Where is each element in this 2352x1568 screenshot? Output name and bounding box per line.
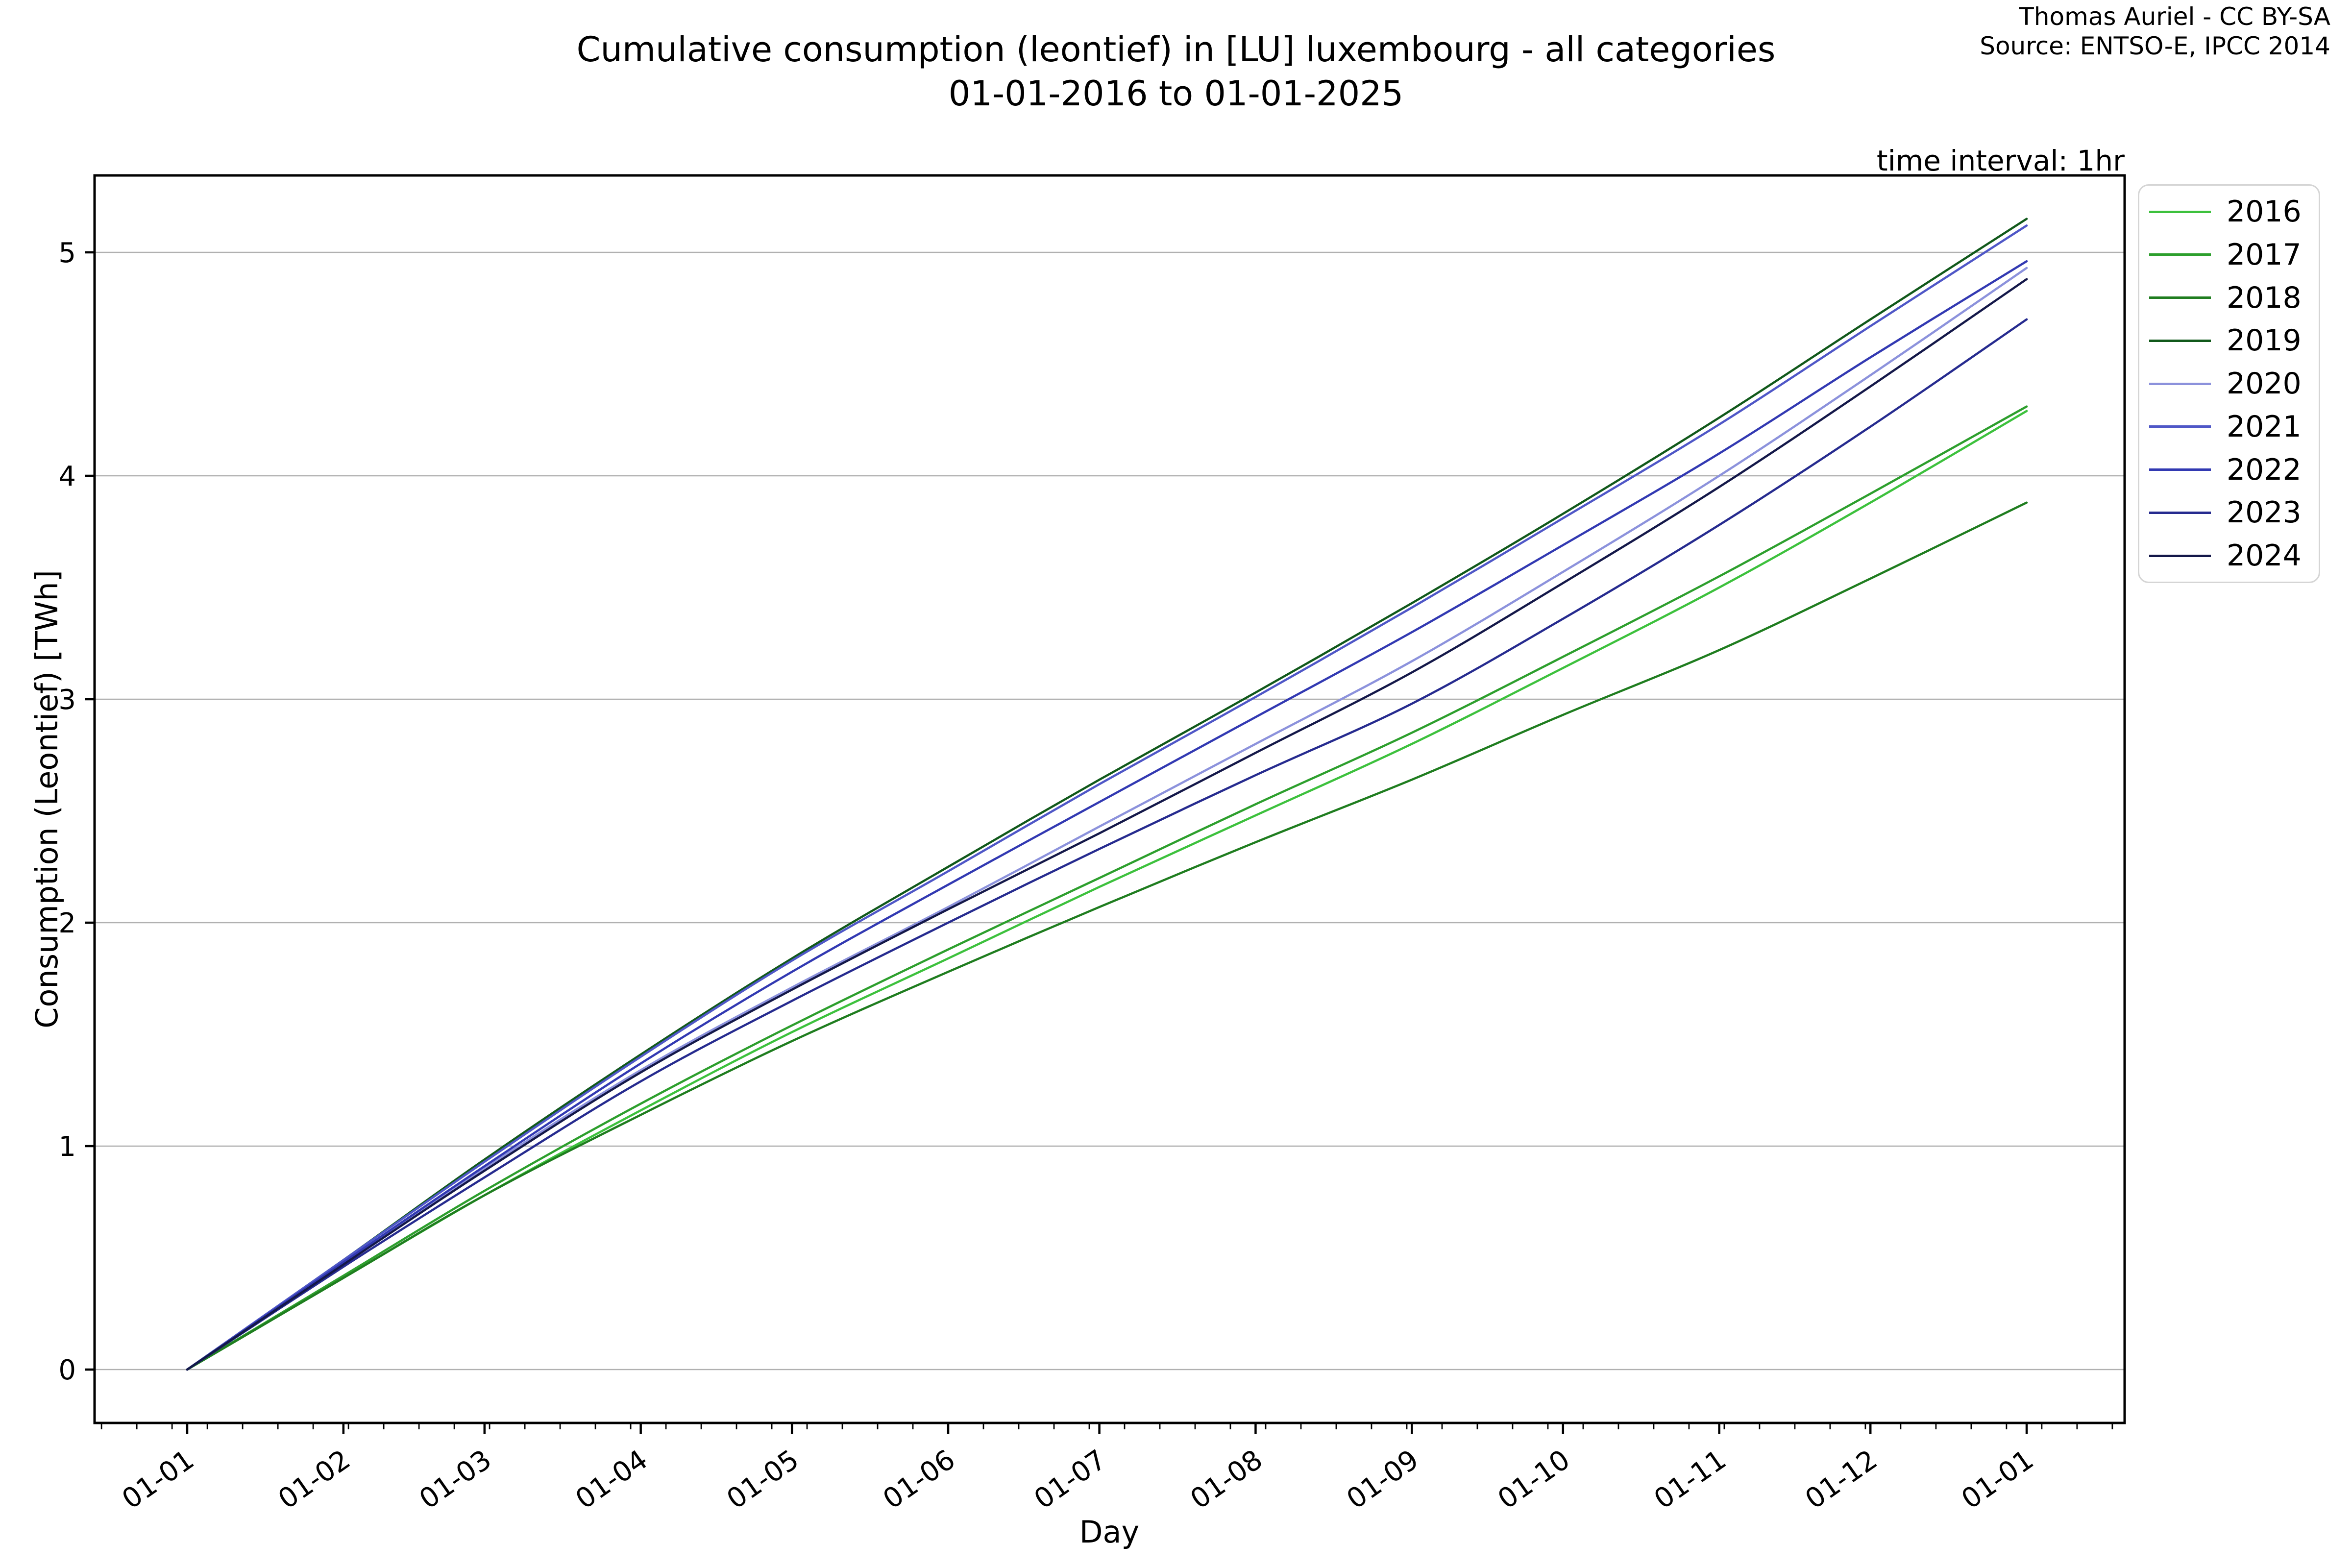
x-tick-label: 01-12: [1800, 1444, 1884, 1516]
x-tick-label: 01-11: [1648, 1444, 1732, 1516]
x-tick-label: 01-06: [877, 1444, 961, 1516]
y-tick-label: 3: [58, 684, 76, 716]
legend-item-2023: 2023: [2139, 491, 2319, 534]
legend-line-sample: [2149, 382, 2211, 385]
x-tick-label: 01-08: [1185, 1444, 1269, 1516]
series-line-2016: [186, 410, 2028, 1371]
x-tick-label: 01-10: [1492, 1444, 1576, 1516]
x-tick-label: 01-04: [570, 1444, 654, 1516]
legend-item-label: 2020: [2227, 367, 2302, 401]
legend-line-sample: [2149, 554, 2211, 557]
legend-item-label: 2018: [2227, 280, 2302, 315]
x-axis-label: Day: [1079, 1514, 1139, 1550]
series-line-2017: [186, 405, 2028, 1371]
legend-line-sample: [2149, 296, 2211, 299]
attribution: Thomas Auriel - CC BY-SA Source: ENTSO-E…: [0, 2, 2330, 61]
y-tick-label: 0: [58, 1354, 76, 1386]
x-tick-label: 01-01: [116, 1444, 200, 1516]
plot-frame: [93, 174, 2126, 1424]
legend-item-2018: 2018: [2139, 277, 2319, 319]
x-tick-label: 01-07: [1029, 1444, 1112, 1516]
series-line-2022: [186, 260, 2028, 1371]
attribution-author: Thomas Auriel - CC BY-SA: [2019, 2, 2330, 31]
legend-item-2021: 2021: [2139, 406, 2319, 448]
x-tick-label: 01-03: [414, 1444, 497, 1516]
legend-line-sample: [2149, 425, 2211, 428]
x-tick-label: 01-05: [721, 1444, 805, 1516]
series-line-2020: [186, 267, 2028, 1371]
legend-item-2017: 2017: [2139, 234, 2319, 276]
y-tick-label: 2: [58, 907, 76, 939]
legend-item-label: 2024: [2227, 539, 2302, 573]
chart-title: Cumulative consumption (leontief) in [LU…: [0, 27, 2352, 116]
legend-item-label: 2016: [2227, 195, 2302, 229]
legend-line-sample: [2149, 511, 2211, 514]
legend-item-2024: 2024: [2139, 535, 2319, 577]
series-line-2018: [186, 501, 2028, 1371]
legend-line-sample: [2149, 253, 2211, 256]
y-tick-label: 5: [58, 237, 76, 269]
x-tick-label: 01-02: [272, 1444, 356, 1516]
time-interval-note: time interval: 1hr: [1876, 144, 2125, 177]
legend-line-sample: [2149, 468, 2211, 471]
attribution-source: Source: ENTSO-E, IPCC 2014: [1980, 32, 2330, 60]
legend-item-label: 2021: [2227, 409, 2302, 444]
series-line-2019: [186, 218, 2028, 1371]
legend-item-2020: 2020: [2139, 363, 2319, 405]
chart-title-line2: 01-01-2016 to 01-01-2025: [948, 74, 1404, 114]
legend-line-sample: [2149, 339, 2211, 342]
legend-line-sample: [2149, 210, 2211, 213]
series-line-2023: [186, 318, 2028, 1371]
y-tick-label: 1: [58, 1131, 76, 1163]
x-tick-label: 01-09: [1341, 1444, 1425, 1516]
y-tick-label: 4: [58, 461, 76, 492]
legend-box: 2016 2017 2018 2019 2020 2021 2022 2023 2024: [2138, 184, 2320, 583]
series-line-2024: [186, 278, 2028, 1371]
legend-item-2022: 2022: [2139, 449, 2319, 491]
chart-title-line1: Cumulative consumption (leontief) in [LU…: [576, 29, 1776, 70]
legend-item-2016: 2016: [2139, 191, 2319, 233]
x-tick-label: 01-01: [1956, 1444, 2039, 1516]
legend-item-2019: 2019: [2139, 319, 2319, 362]
y-axis-label: Consumption (Leontief) [TWh]: [29, 570, 65, 1029]
legend-item-label: 2023: [2227, 495, 2302, 530]
legend-item-label: 2017: [2227, 237, 2302, 272]
legend-item-label: 2022: [2227, 452, 2302, 487]
legend-item-label: 2019: [2227, 323, 2302, 358]
series-line-2021: [186, 224, 2028, 1371]
